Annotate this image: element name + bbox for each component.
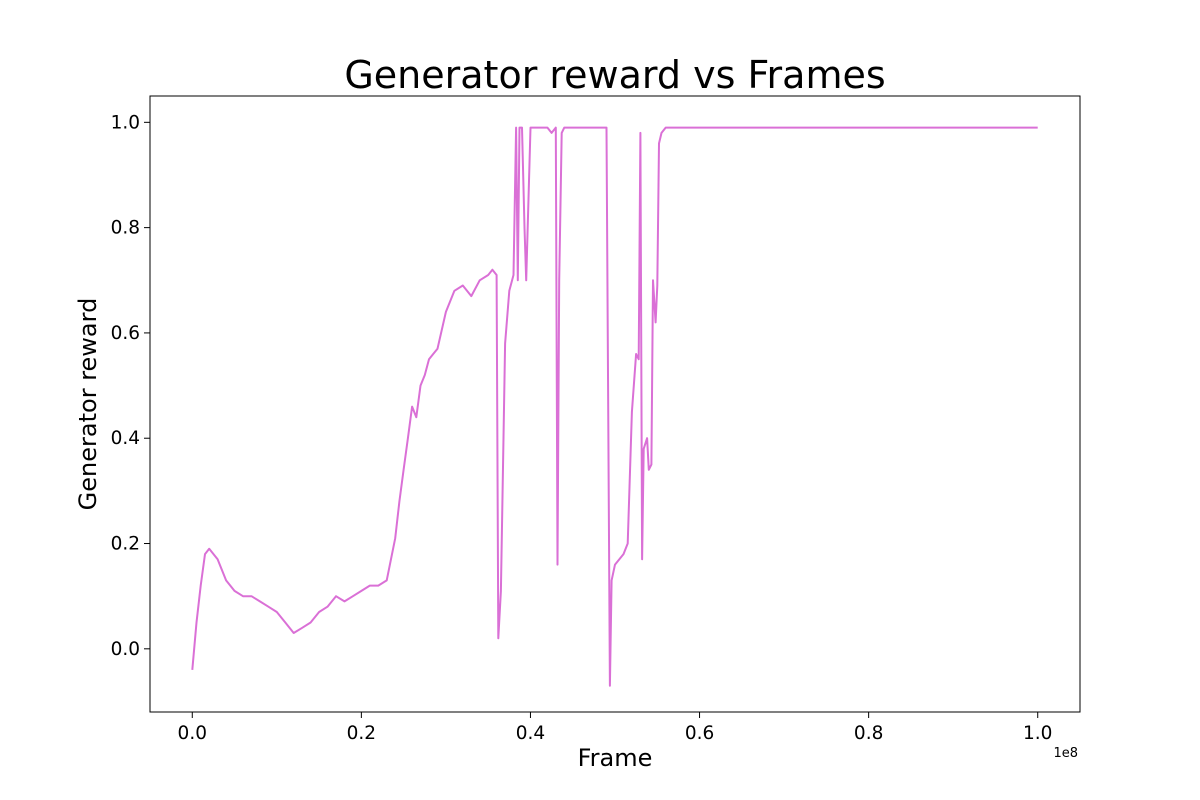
y-tick-label: 0.4 xyxy=(111,428,140,449)
x-tick-label: 0.2 xyxy=(347,723,376,744)
y-tick-label: 0.6 xyxy=(111,323,140,344)
series-line xyxy=(191,126,1038,687)
y-tick-label: 0.2 xyxy=(111,534,140,555)
y-tick-label: 0.8 xyxy=(111,218,140,239)
x-axis-offset-text: 1e8 xyxy=(1053,746,1078,761)
x-tick-label: 0.8 xyxy=(854,723,883,744)
x-tick-label: 1.0 xyxy=(1023,723,1052,744)
y-axis-ticks: 0.0 0.2 0.4 0.6 0.8 1.0 xyxy=(111,112,150,660)
y-tick-label: 1.0 xyxy=(111,112,140,133)
x-tick-label: 0.0 xyxy=(178,723,207,744)
x-tick-label: 0.6 xyxy=(685,723,714,744)
chart-title: Generator reward vs Frames xyxy=(344,53,885,97)
y-tick-label: 0.0 xyxy=(111,639,140,660)
y-axis-label: Generator reward xyxy=(74,298,102,511)
plot-area xyxy=(191,126,1038,687)
x-tick-label: 0.4 xyxy=(516,723,545,744)
axes-frame xyxy=(149,95,1081,713)
x-axis-label: Frame xyxy=(578,744,653,772)
x-axis-ticks: 0.0 0.2 0.4 0.6 0.8 1.0 xyxy=(178,712,1052,744)
